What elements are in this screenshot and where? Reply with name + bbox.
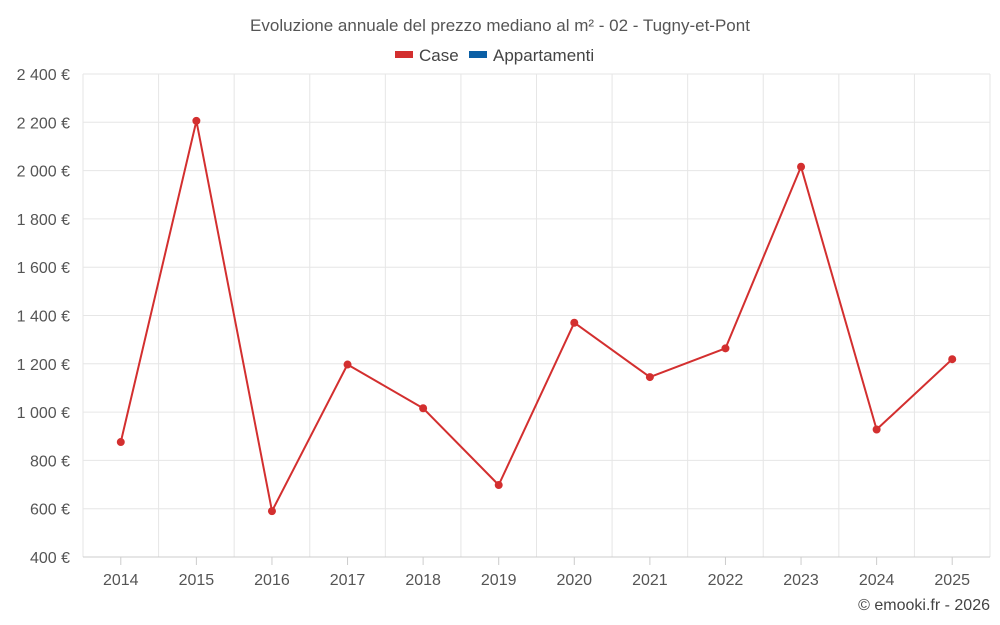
y-axis: 400 € 600 € 800 € 1 000 € 1 200 € 1 400 € 1 60… xyxy=(17,67,70,567)
legend-label-appartamenti[interactable]: Appartamenti xyxy=(493,46,594,65)
y-tick-label: 2 200 € xyxy=(17,115,70,132)
data-point[interactable] xyxy=(797,162,806,171)
y-tick-label: 600 € xyxy=(30,502,70,519)
x-tick-label: 2024 xyxy=(859,572,895,589)
data-point[interactable] xyxy=(343,360,352,369)
data-point[interactable] xyxy=(872,425,881,434)
y-tick-label: 800 € xyxy=(30,453,70,470)
x-axis: 2014 2015 2016 2017 2018 2019 2020 2021 2022 2023… xyxy=(83,556,990,589)
chart-title: Evoluzione annuale del prezzo mediano al… xyxy=(250,16,750,35)
y-tick-label: 400 € xyxy=(30,550,70,567)
y-tick-label: 2 400 € xyxy=(17,67,70,84)
x-tick-label: 2014 xyxy=(103,572,139,589)
data-point[interactable] xyxy=(948,355,957,364)
x-tick-label: 2025 xyxy=(934,572,970,589)
y-tick-label: 2 000 € xyxy=(17,164,70,181)
data-point[interactable] xyxy=(419,404,428,413)
x-tick-label: 2023 xyxy=(783,572,819,589)
x-tick-label: 2020 xyxy=(556,572,592,589)
legend-label-case[interactable]: Case xyxy=(419,46,459,65)
credit-text: © emooki.fr - 2026 xyxy=(858,597,990,614)
legend-swatch-appartamenti[interactable] xyxy=(469,51,487,58)
data-point[interactable] xyxy=(721,344,730,353)
y-tick-label: 1 800 € xyxy=(17,212,70,229)
data-point[interactable] xyxy=(267,507,276,516)
y-tick-label: 1 000 € xyxy=(17,405,70,422)
x-tick-label: 2015 xyxy=(179,572,215,589)
legend-swatch-case[interactable] xyxy=(395,51,413,58)
x-tick-label: 2016 xyxy=(254,572,290,589)
data-point[interactable] xyxy=(116,438,125,447)
x-tick-label: 2021 xyxy=(632,572,668,589)
x-tick-label: 2019 xyxy=(481,572,517,589)
data-point[interactable] xyxy=(192,116,201,125)
series-layer xyxy=(116,116,957,516)
y-tick-label: 1 600 € xyxy=(17,260,70,277)
data-point[interactable] xyxy=(494,481,503,490)
x-tick-label: 2022 xyxy=(708,572,744,589)
series-line-case xyxy=(119,119,953,513)
grid xyxy=(82,73,991,557)
data-point[interactable] xyxy=(645,373,654,382)
data-point[interactable] xyxy=(570,318,579,327)
y-tick-label: 1 400 € xyxy=(17,309,70,326)
x-tick-label: 2017 xyxy=(330,572,366,589)
x-tick-label: 2018 xyxy=(405,572,441,589)
legend: Case Appartamenti xyxy=(395,46,594,65)
y-tick-label: 1 200 € xyxy=(17,357,70,374)
